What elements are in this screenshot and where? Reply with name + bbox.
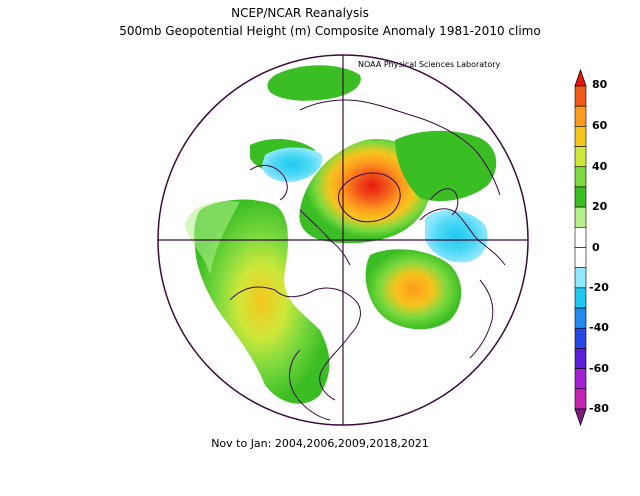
anomaly-negative-europe [425,209,488,263]
colorbar-band [574,166,587,188]
anomaly-positive-pacific [194,199,330,404]
anomaly-positive-siberia [267,65,361,101]
colorbar-band [574,287,587,309]
footer-caption: Nov to Jan: 2004,2006,2009,2018,2021 [211,437,429,450]
colorbar-band [574,267,587,289]
colorbar-tick-label: 40 [592,159,608,173]
anomaly-weak-positive [185,200,240,275]
colorbar-max-arrow [574,68,587,87]
anomaly-positive-atlantic [365,249,462,330]
colorbar-band [574,388,587,410]
colorbar-band [574,146,587,168]
colorbar-min-arrow [574,408,587,427]
credit-label: NOAA Physical Sciences Laboratory [358,60,501,69]
colorbar-band [574,85,587,107]
colorbar-tick-label: 20 [592,200,608,214]
coast-south-america [289,349,331,421]
colorbar-tick-label: -40 [589,321,609,335]
colorbar-band [574,227,587,248]
colorbar-band [574,307,587,329]
colorbar-tick-label: -60 [589,361,609,375]
colorbar-tick-label: 80 [592,78,608,91]
chart-title: NCEP/NCAR Reanalysis [231,6,369,20]
colorbar-tick-label: 0 [592,240,600,254]
coast-europe [419,208,506,266]
colorbar-band [574,348,587,369]
colorbar-band [574,206,587,228]
colorbar-band [574,247,587,268]
coast-north-america [229,286,361,401]
colorbar-band [574,105,587,127]
coast-alaska [249,164,288,201]
colorbar-band [574,368,587,390]
colorbar-tick-label: 60 [592,119,608,133]
colorbar-band [574,327,587,349]
coastlines [229,99,506,421]
anomaly-positive-greenland [299,139,431,244]
coast-greenland [338,172,401,223]
anomaly-negative-siberia [262,147,323,183]
coast-africa [469,279,494,359]
colorbar-tick-label: -80 [589,402,609,415]
coast-asia [299,99,501,196]
colorbar-band [574,126,587,147]
colorbar [574,68,587,427]
colorbar-tick-label: -20 [589,280,609,294]
chart-subtitle: 500mb Geopotential Height (m) Composite … [119,24,541,38]
anomaly-positive-eurasia [395,130,497,202]
colorbar-band [574,186,587,208]
anomaly-fields [185,65,497,404]
coast-scandinavia [429,188,459,216]
